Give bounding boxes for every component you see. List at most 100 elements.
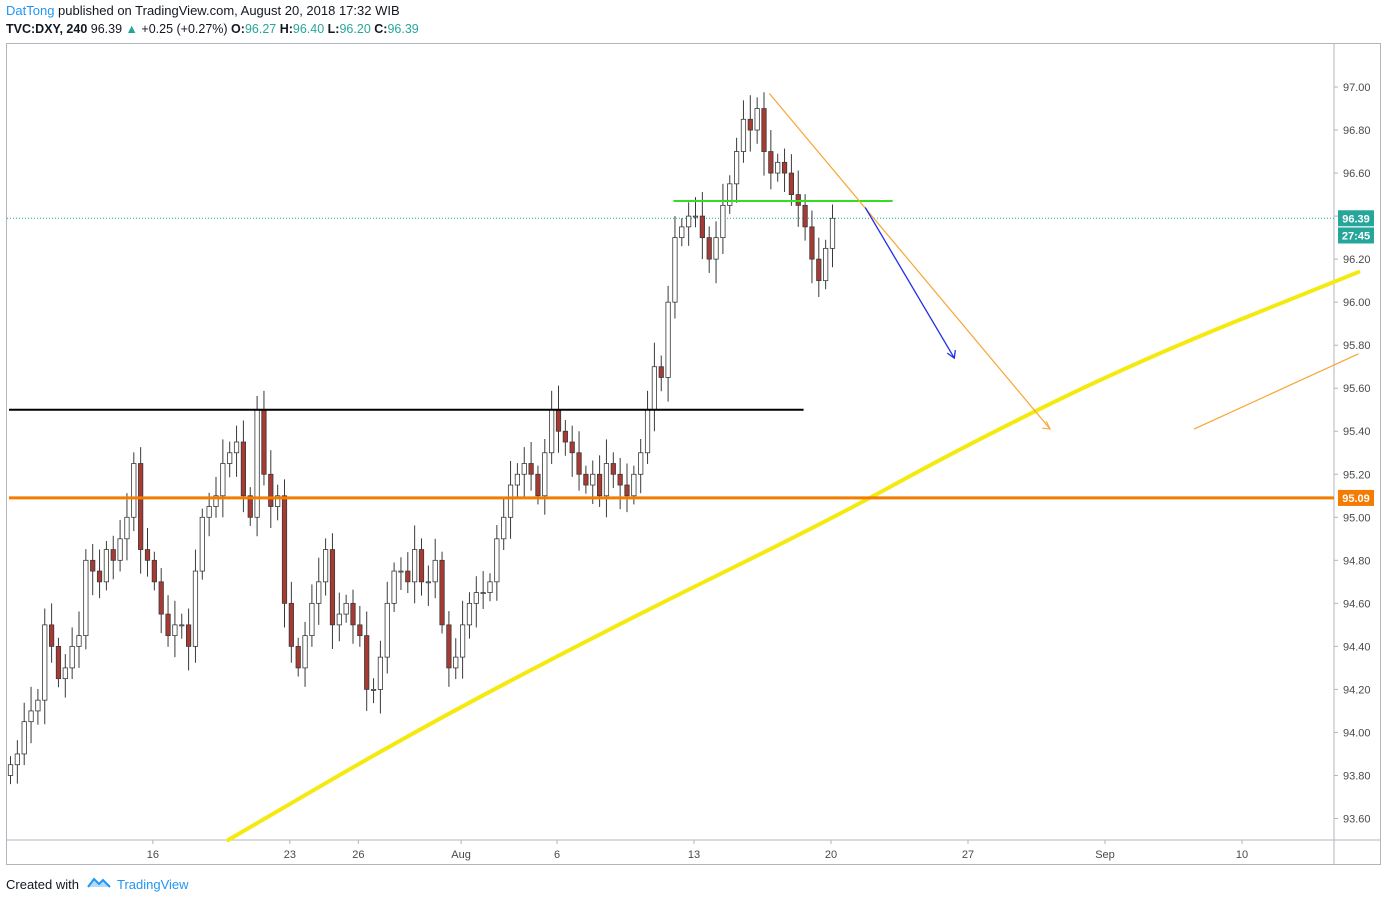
candle-up[interactable]: [124, 516, 130, 540]
candle-up[interactable]: [432, 559, 438, 583]
candle-up[interactable]: [713, 237, 719, 260]
candle-up[interactable]: [336, 613, 342, 626]
projection-arrow[interactable]: [864, 207, 955, 359]
candle-up[interactable]: [679, 226, 685, 239]
candle-up[interactable]: [220, 463, 226, 497]
candle-down[interactable]: [528, 463, 534, 475]
candle-up[interactable]: [514, 473, 521, 486]
candle-down[interactable]: [90, 559, 96, 572]
candle-up[interactable]: [487, 581, 493, 593]
candle-down[interactable]: [624, 484, 630, 497]
candle-down[interactable]: [816, 258, 822, 282]
candle-up[interactable]: [117, 538, 123, 561]
candle-up[interactable]: [14, 753, 20, 766]
candle-down[interactable]: [261, 409, 267, 475]
candle-up[interactable]: [603, 463, 610, 497]
candle-down[interactable]: [288, 602, 294, 647]
candle-up[interactable]: [672, 237, 678, 303]
candle-down[interactable]: [247, 495, 253, 518]
candle-up[interactable]: [302, 635, 308, 669]
candle-down[interactable]: [576, 452, 582, 475]
candle-up[interactable]: [740, 118, 747, 152]
candle-down[interactable]: [350, 602, 356, 626]
candle-down[interactable]: [617, 473, 623, 486]
candle-down[interactable]: [788, 172, 795, 195]
candle-up[interactable]: [590, 473, 596, 486]
candle-up[interactable]: [21, 721, 27, 755]
candle-down[interactable]: [802, 204, 808, 228]
candle-down[interactable]: [96, 570, 103, 583]
candle-up[interactable]: [370, 689, 377, 691]
candle-up[interactable]: [254, 409, 260, 518]
candle-down[interactable]: [364, 635, 370, 690]
candle-up[interactable]: [501, 516, 507, 540]
candle-up[interactable]: [199, 516, 205, 572]
candle-up[interactable]: [384, 602, 390, 658]
candle-up[interactable]: [644, 409, 651, 454]
candle-up[interactable]: [549, 409, 555, 454]
candle-down[interactable]: [158, 581, 164, 615]
candle-down[interactable]: [706, 237, 712, 260]
candle-up[interactable]: [377, 656, 384, 690]
candle-down[interactable]: [555, 409, 562, 432]
candle-up[interactable]: [466, 602, 473, 626]
candle-down[interactable]: [144, 549, 151, 561]
candle-down[interactable]: [55, 645, 62, 680]
candle-up[interactable]: [62, 667, 68, 680]
candle-down[interactable]: [699, 215, 705, 239]
candle-down[interactable]: [295, 645, 301, 669]
candle-down[interactable]: [268, 473, 274, 507]
candle-up[interactable]: [28, 710, 34, 723]
candle-up[interactable]: [425, 581, 431, 584]
candle-down[interactable]: [281, 495, 288, 604]
candle-up[interactable]: [542, 452, 548, 497]
candle-down[interactable]: [165, 613, 171, 637]
candle-up[interactable]: [494, 538, 500, 583]
candle-down[interactable]: [185, 624, 192, 647]
candle-down[interactable]: [768, 151, 774, 174]
candle-down[interactable]: [439, 559, 445, 626]
candle-up[interactable]: [35, 699, 41, 712]
ascending-trendline-thin[interactable]: [1193, 353, 1359, 430]
candle-up[interactable]: [131, 463, 137, 518]
candle-up[interactable]: [686, 215, 692, 228]
candle-down[interactable]: [535, 473, 541, 497]
candle-up[interactable]: [638, 452, 644, 475]
candle-up[interactable]: [233, 441, 240, 454]
descending-trendline[interactable]: [768, 93, 1051, 430]
candle-up[interactable]: [322, 549, 329, 583]
candle-up[interactable]: [227, 452, 233, 464]
chart-frame[interactable]: [6, 43, 1381, 865]
rising-curve[interactable]: [226, 270, 1361, 842]
candle-up[interactable]: [507, 484, 514, 518]
candle-down[interactable]: [151, 559, 157, 583]
candle-up[interactable]: [651, 366, 658, 411]
candle-up[interactable]: [480, 592, 486, 594]
candle-up[interactable]: [734, 151, 740, 185]
candle-up[interactable]: [309, 602, 315, 637]
candle-up[interactable]: [720, 204, 726, 239]
candle-up[interactable]: [69, 645, 75, 669]
candle-up[interactable]: [775, 161, 781, 174]
candle-down[interactable]: [329, 549, 336, 626]
candle-up[interactable]: [76, 635, 82, 647]
candle-down[interactable]: [138, 463, 144, 550]
candle-down[interactable]: [795, 194, 801, 206]
tradingview-brand-link[interactable]: TradingView: [116, 877, 189, 892]
candle-up[interactable]: [631, 473, 637, 497]
candle-up[interactable]: [103, 549, 109, 583]
candle-down[interactable]: [562, 430, 568, 443]
candle-down[interactable]: [49, 624, 55, 647]
candle-up[interactable]: [453, 656, 459, 669]
candle-down[interactable]: [110, 549, 116, 561]
candle-down[interactable]: [761, 108, 767, 152]
candle-up[interactable]: [473, 592, 479, 604]
candle-down[interactable]: [658, 366, 664, 378]
candle-down[interactable]: [418, 549, 425, 583]
candle-down[interactable]: [781, 161, 788, 174]
candle-up[interactable]: [398, 570, 404, 573]
candle-up[interactable]: [42, 624, 48, 701]
candle-down[interactable]: [405, 570, 411, 583]
candle-down[interactable]: [747, 118, 753, 131]
